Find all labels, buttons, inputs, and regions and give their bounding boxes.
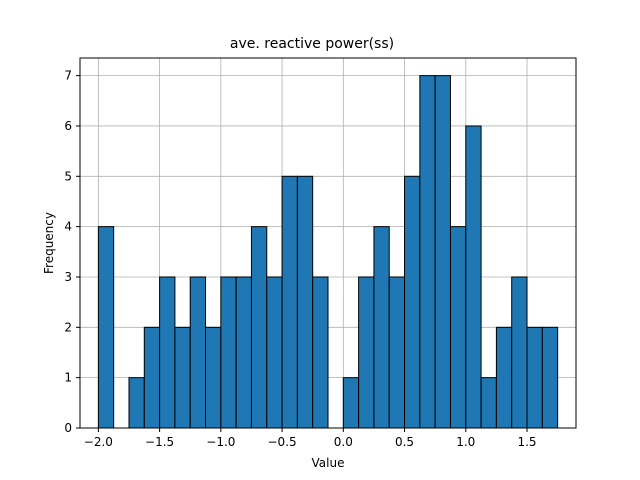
x-tick-label: −2.0	[84, 435, 113, 449]
histogram-bar	[419, 75, 436, 429]
histogram-bar	[97, 226, 115, 429]
histogram-bar	[434, 75, 451, 429]
y-tick-label: 7	[64, 69, 72, 83]
y-axis-label: Frequency	[42, 212, 56, 274]
x-tick-label: −1.5	[145, 435, 174, 449]
histogram-bar	[373, 226, 390, 429]
histogram-bar	[526, 326, 543, 429]
x-tick-label: 1.0	[456, 435, 475, 449]
x-tick-label: 1.5	[517, 435, 536, 449]
y-tick-label: 2	[64, 320, 72, 334]
histogram-bar	[480, 377, 497, 429]
histogram-bar	[296, 175, 314, 429]
histogram-bar	[205, 326, 222, 429]
chart-title: ave. reactive power(ss)	[230, 36, 394, 52]
histogram-bar	[541, 326, 559, 429]
y-tick-label: 0	[64, 421, 72, 435]
y-tick-label: 4	[64, 220, 72, 234]
axis-ticks: −2.0 −1.5 −1.0 −0.5 0.0 0.5 1.0 1.5 0 1 2 3 4 5 6 7	[64, 69, 536, 449]
histogram-bar	[235, 276, 252, 429]
x-tick-label: −1.0	[206, 435, 235, 449]
histogram-bar	[495, 326, 513, 429]
y-tick-label: 3	[64, 270, 72, 284]
histogram-bar	[312, 276, 329, 429]
histogram-bar	[449, 226, 467, 429]
y-tick-label: 1	[64, 371, 72, 385]
y-tick-label: 5	[64, 169, 72, 183]
histogram-bar	[358, 276, 375, 429]
histogram-bar	[143, 326, 161, 429]
histogram-bar	[174, 326, 191, 429]
x-tick-label: 0.0	[334, 435, 353, 449]
histogram-bar	[266, 276, 283, 429]
histogram-bar	[404, 175, 421, 429]
y-tick-label: 6	[64, 119, 72, 133]
histogram-bars	[97, 75, 559, 429]
x-tick-label: −0.5	[268, 435, 297, 449]
histogram-bar	[511, 276, 528, 429]
x-axis-label: Value	[312, 456, 345, 470]
plot-frame	[79, 57, 577, 429]
histogram-bar	[250, 226, 268, 429]
histogram-bar	[189, 276, 207, 429]
x-tick-label: 0.5	[395, 435, 414, 449]
histogram-bar	[220, 276, 237, 429]
histogram-bar	[281, 175, 298, 429]
histogram-bar	[159, 276, 176, 429]
histogram-bar	[342, 377, 360, 429]
histogram-bar	[465, 125, 482, 429]
histogram-bar	[128, 377, 145, 429]
histogram-bar	[388, 276, 406, 429]
